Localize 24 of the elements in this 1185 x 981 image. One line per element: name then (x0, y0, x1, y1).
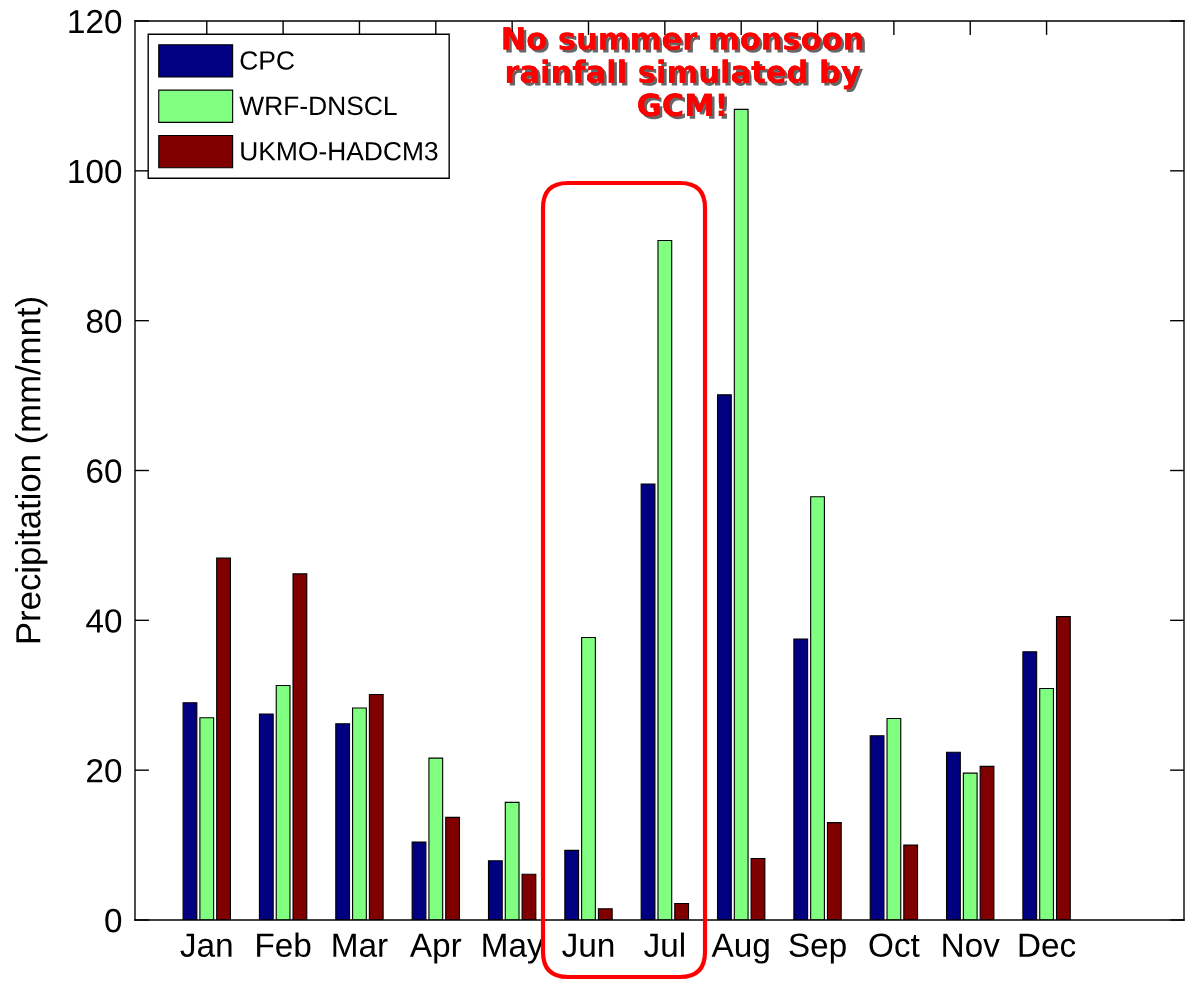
y-tick-label: 120 (69, 9, 122, 34)
x-tick-label: Nov (943, 933, 1000, 957)
x-tick-label: May (483, 933, 544, 964)
x-tick-label: Feb (257, 932, 311, 957)
x-tick-label: Oct (869, 933, 920, 957)
x-tick-label: Dec (1019, 933, 1076, 957)
x-tick-label: Sep (789, 933, 846, 964)
y-tick-label: 60 (87, 459, 122, 483)
y-tick-label: 0 (105, 908, 122, 933)
x-tick-label: Jun (562, 933, 614, 957)
x-tick-label: Aug (711, 933, 769, 964)
x-tick-label: Mar (333, 933, 388, 957)
y-axis-title: Precipitation (mm/mnt) (15, 298, 48, 643)
annotation: No summer monsoon rainfall simulated by GCM! (503, 27, 865, 120)
y-tick-label: 100 (69, 159, 122, 184)
y-tick-label: 40 (86, 609, 122, 633)
x-tick-label: Apr (409, 933, 462, 964)
x-tick-label: Jan (180, 933, 232, 957)
legend-label: CPC (240, 51, 294, 70)
legend-label: WRF-DNSCL (239, 96, 397, 116)
x-tick-label: Jul (644, 932, 684, 957)
y-tick-label: 80 (86, 309, 122, 334)
legend-label: UKMO-HADCM3 (241, 141, 438, 161)
y-tick-label: 20 (87, 758, 122, 783)
